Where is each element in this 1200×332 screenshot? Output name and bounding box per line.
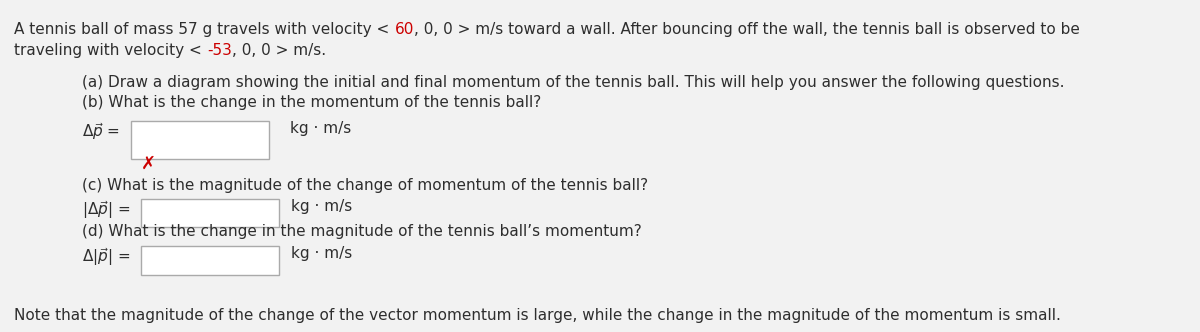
Text: -53: -53: [208, 43, 232, 58]
Text: kg · m/s: kg · m/s: [292, 199, 353, 214]
Bar: [131, 121, 269, 159]
Text: , 0, 0 > m/s toward a wall. After bouncing off the wall, the tennis ball is obse: , 0, 0 > m/s toward a wall. After bounci…: [414, 22, 1080, 37]
Text: (c) What is the magnitude of the change of momentum of the tennis ball?: (c) What is the magnitude of the change …: [82, 178, 648, 193]
Text: kg · m/s: kg · m/s: [292, 246, 353, 261]
Text: kg · m/s: kg · m/s: [290, 121, 352, 136]
Bar: [142, 199, 280, 227]
Text: Note that the magnitude of the change of the vector momentum is large, while the: Note that the magnitude of the change of…: [14, 308, 1061, 323]
Text: (d) What is the change in the magnitude of the tennis ball’s momentum?: (d) What is the change in the magnitude …: [82, 224, 641, 239]
Text: 60: 60: [395, 22, 414, 37]
Text: (b) What is the change in the momentum of the tennis ball?: (b) What is the change in the momentum o…: [82, 95, 541, 110]
Text: ✗: ✗: [140, 154, 156, 172]
Text: $|\Delta\vec{p}|$ =: $|\Delta\vec{p}|$ =: [82, 199, 130, 221]
Bar: [142, 246, 280, 275]
Text: traveling with velocity <: traveling with velocity <: [14, 43, 208, 58]
Text: $\Delta\vec{p}$ =: $\Delta\vec{p}$ =: [82, 121, 120, 142]
Text: $\Delta|\vec{p}|$ =: $\Delta|\vec{p}|$ =: [82, 246, 130, 268]
Text: (a) Draw a diagram showing the initial and final momentum of the tennis ball. Th: (a) Draw a diagram showing the initial a…: [82, 75, 1064, 90]
Text: , 0, 0 > m/s.: , 0, 0 > m/s.: [232, 43, 326, 58]
Text: A tennis ball of mass 57 g travels with velocity <: A tennis ball of mass 57 g travels with …: [14, 22, 395, 37]
